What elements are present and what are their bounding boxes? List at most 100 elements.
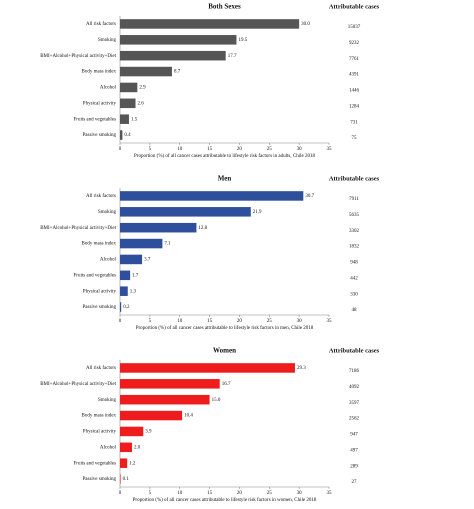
chart-title: Both Sexes bbox=[208, 3, 241, 11]
x-tick-label: 15 bbox=[207, 319, 213, 324]
x-tick-label: 0 bbox=[119, 319, 122, 324]
x-tick-label: 20 bbox=[237, 319, 243, 324]
value-label: 30.7 bbox=[305, 194, 314, 199]
value-label: 2.6 bbox=[138, 101, 145, 106]
cases-header: Attributable cases bbox=[329, 347, 380, 354]
category-label: Alcohol bbox=[100, 445, 117, 450]
bar bbox=[120, 50, 226, 61]
bar bbox=[120, 286, 128, 296]
cases-value: 7761 bbox=[349, 57, 360, 62]
bar bbox=[120, 207, 251, 217]
category-label: Smoking bbox=[98, 398, 117, 403]
x-tick-label: 20 bbox=[237, 491, 243, 496]
cases-header: Attributable cases bbox=[329, 175, 380, 182]
value-label: 1.3 bbox=[130, 289, 137, 294]
bar bbox=[120, 222, 197, 233]
cases-value: 4391 bbox=[349, 73, 360, 78]
category-label: Passive smoking bbox=[83, 133, 117, 138]
value-label: 1.2 bbox=[129, 461, 136, 466]
bar bbox=[120, 66, 172, 77]
x-tick-label: 10 bbox=[177, 147, 183, 152]
x-tick-label: 10 bbox=[177, 319, 183, 324]
cases-value: 1284 bbox=[349, 104, 360, 109]
bar bbox=[120, 394, 210, 405]
value-label: 21.9 bbox=[253, 210, 262, 215]
x-axis-label: Proportion (%) of all cancer cases attri… bbox=[136, 326, 314, 331]
x-tick-label: 25 bbox=[267, 319, 273, 324]
cases-value: 497 bbox=[350, 448, 358, 453]
x-tick-label: 30 bbox=[297, 147, 303, 152]
value-label: 0.2 bbox=[123, 305, 130, 310]
cases-value: 2562 bbox=[349, 417, 360, 422]
category-label: Body mass index bbox=[82, 242, 117, 247]
value-label: 8.7 bbox=[174, 70, 181, 75]
bar bbox=[120, 426, 144, 437]
value-label: 15.0 bbox=[212, 398, 221, 403]
x-tick-label: 15 bbox=[207, 491, 213, 496]
value-label: 0.1 bbox=[123, 477, 130, 482]
category-label: Alcohol bbox=[100, 258, 117, 263]
cases-value: 9232 bbox=[349, 41, 360, 46]
value-label: 30.0 bbox=[301, 22, 310, 27]
value-label: 7.1 bbox=[164, 242, 171, 247]
category-label: Alcohol bbox=[100, 86, 117, 91]
x-axis-label: Proportion (%) of all cancer cases attri… bbox=[134, 154, 315, 159]
category-label: Smoking bbox=[98, 210, 117, 215]
chart-title: Women bbox=[213, 347, 236, 355]
category-label: Fruits and vegetables bbox=[74, 273, 117, 278]
x-axis-label: Proportion (%) of all cancer cases attri… bbox=[133, 498, 317, 503]
bar bbox=[120, 270, 131, 281]
category-label: Fruits and vegetables bbox=[74, 117, 117, 122]
x-tick-label: 0 bbox=[119, 147, 122, 152]
value-label: 1.7 bbox=[132, 273, 139, 278]
bar bbox=[120, 19, 300, 29]
category-label: BMI+Alcohol+Physical activity+Diet bbox=[40, 54, 116, 59]
value-label: 2.9 bbox=[139, 86, 146, 91]
category-label: Fruits and vegetables bbox=[74, 461, 117, 466]
bar bbox=[120, 379, 220, 389]
x-tick-label: 35 bbox=[327, 491, 333, 496]
x-tick-label: 30 bbox=[297, 319, 303, 324]
bar bbox=[120, 130, 123, 140]
x-tick-label: 35 bbox=[327, 147, 333, 152]
cases-value: 4092 bbox=[349, 385, 360, 390]
category-label: All risk factors bbox=[86, 22, 116, 27]
cases-value: 330 bbox=[350, 292, 358, 297]
x-tick-label: 25 bbox=[267, 491, 273, 496]
category-label: Body mass index bbox=[82, 414, 117, 419]
value-label: 16.7 bbox=[222, 382, 231, 387]
bar bbox=[120, 474, 121, 484]
bar bbox=[120, 302, 122, 312]
value-label: 3.7 bbox=[144, 258, 151, 263]
x-tick-label: 10 bbox=[177, 491, 183, 496]
cases-value: 75 bbox=[352, 136, 358, 141]
x-tick-label: 5 bbox=[149, 147, 152, 152]
x-tick-label: 0 bbox=[119, 491, 122, 496]
cases-value: 3302 bbox=[349, 229, 360, 234]
value-label: 0.4 bbox=[124, 133, 131, 138]
category-label: BMI+Alcohol+Physical activity+Diet bbox=[40, 382, 116, 387]
category-label: Passive smoking bbox=[83, 477, 117, 482]
cases-value: 5635 bbox=[349, 213, 360, 218]
x-tick-label: 5 bbox=[149, 319, 152, 324]
cases-value: 15037 bbox=[348, 25, 361, 30]
x-tick-label: 25 bbox=[267, 147, 273, 152]
bar bbox=[120, 458, 128, 468]
cases-value: 1446 bbox=[349, 89, 360, 94]
chart-title: Men bbox=[218, 175, 232, 183]
cases-value: 27 bbox=[352, 480, 358, 485]
bar bbox=[120, 191, 304, 201]
value-label: 17.7 bbox=[228, 54, 237, 59]
cases-value: 3597 bbox=[349, 401, 360, 406]
bar bbox=[120, 114, 129, 124]
value-label: 10.4 bbox=[184, 414, 193, 419]
category-label: BMI+Alcohol+Physical activity+Diet bbox=[40, 226, 116, 231]
bar bbox=[120, 254, 143, 265]
bar bbox=[120, 238, 163, 249]
category-label: Body mass index bbox=[82, 70, 117, 75]
bar bbox=[120, 98, 136, 109]
cases-value: 948 bbox=[350, 261, 358, 266]
value-label: 3.9 bbox=[145, 430, 152, 435]
bar bbox=[120, 82, 138, 93]
